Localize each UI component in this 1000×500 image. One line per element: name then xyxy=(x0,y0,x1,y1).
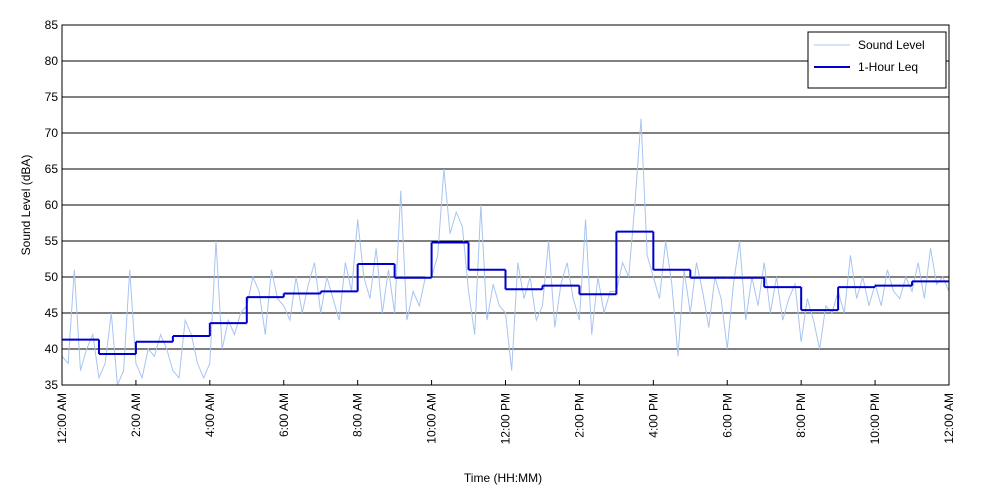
x-tick-label: 12:00 AM xyxy=(942,393,956,444)
x-axis-title: Time (HH:MM) xyxy=(464,471,542,485)
x-tick-label: 6:00 PM xyxy=(720,393,734,438)
x-tick-label: 8:00 PM xyxy=(794,393,808,438)
x-tick-label: 4:00 PM xyxy=(646,393,660,438)
y-tick-label: 45 xyxy=(45,306,59,320)
y-tick-label: 40 xyxy=(45,342,59,356)
plot-area xyxy=(62,118,949,385)
y-tick-label: 55 xyxy=(45,234,59,248)
y-tick-label: 65 xyxy=(45,162,59,176)
x-tick-label: 2:00 AM xyxy=(129,393,143,437)
x-tick-label: 10:00 PM xyxy=(868,393,882,444)
y-tick-label: 85 xyxy=(45,18,59,32)
x-tick-label: 12:00 AM xyxy=(55,393,69,444)
y-tick-label: 60 xyxy=(45,198,59,212)
x-tick-label: 2:00 PM xyxy=(572,393,586,438)
legend-label: 1-Hour Leq xyxy=(858,60,918,74)
y-tick-label: 80 xyxy=(45,54,59,68)
x-tick-label: 4:00 AM xyxy=(203,393,217,437)
y-axis-title: Sound Level (dBA) xyxy=(19,155,33,256)
sound-level-line xyxy=(62,118,949,385)
y-tick-label: 35 xyxy=(45,378,59,392)
y-tick-label: 50 xyxy=(45,270,59,284)
plot-frame xyxy=(61,24,950,386)
x-tick-label: 12:00 PM xyxy=(499,393,513,444)
legend-box xyxy=(807,31,947,89)
x-tick-label: 6:00 AM xyxy=(277,393,291,437)
x-tick-label: 8:00 AM xyxy=(351,393,365,437)
y-tick-label: 75 xyxy=(45,90,59,104)
y-tick-label: 70 xyxy=(45,126,59,140)
x-tick-label: 10:00 AM xyxy=(425,393,439,444)
legend-label: Sound Level xyxy=(858,38,925,52)
